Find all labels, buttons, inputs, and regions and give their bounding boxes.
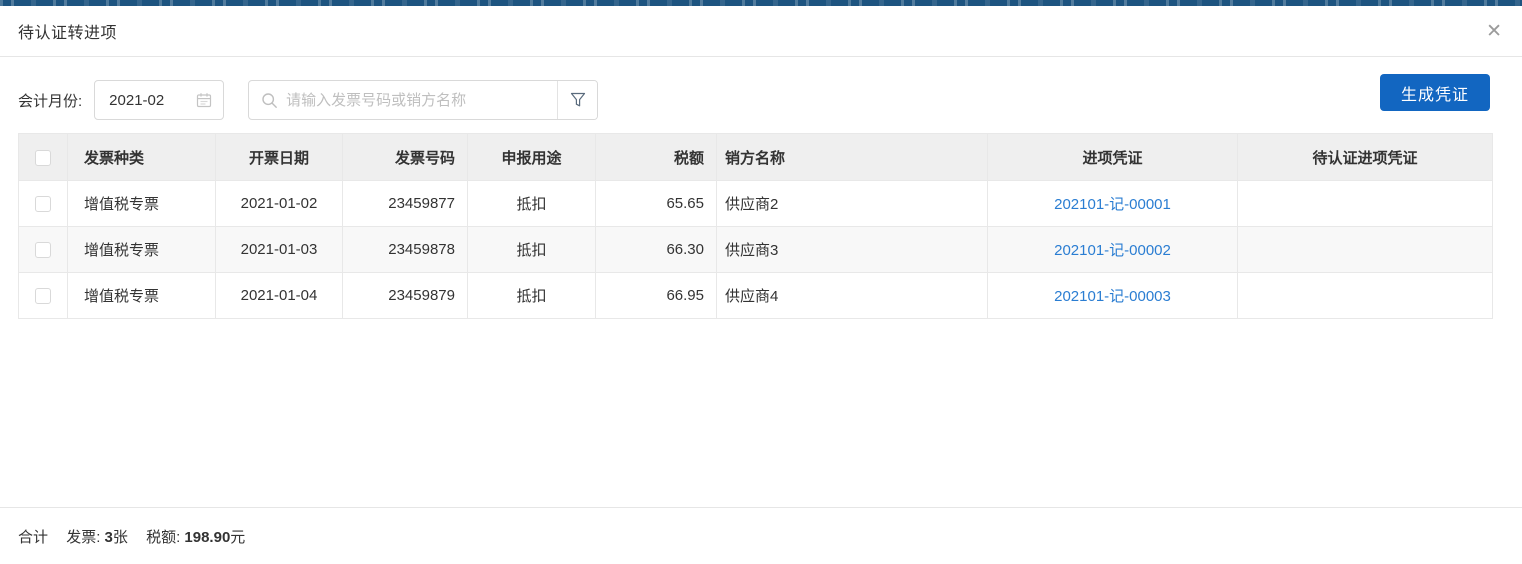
background-page-edge (0, 0, 1522, 6)
col-header-input-voucher: 进项凭证 (987, 133, 1238, 181)
month-value: 2021-02 (109, 91, 165, 109)
close-icon[interactable]: ✕ (1486, 21, 1502, 42)
summary-tax-label: 税额: (146, 529, 181, 546)
search-input[interactable] (278, 81, 558, 119)
pending-voucher-cell (1237, 272, 1493, 319)
modal-header: 待认证转进项 ✕ (0, 6, 1522, 57)
invoice-table-wrap: 发票种类 开票日期 发票号码 申报用途 税额 销方名称 进项凭证 待认证进项凭证… (0, 133, 1522, 319)
page-title: 待认证转进项 (18, 25, 118, 42)
summary-total-label: 合计 (18, 529, 49, 546)
summary-tax-unit: 元 (230, 529, 246, 546)
invoice-date-cell: 2021-01-03 (215, 226, 343, 273)
table-header-row: 发票种类 开票日期 发票号码 申报用途 税额 销方名称 进项凭证 待认证进项凭证 (18, 133, 1493, 181)
row-checkbox[interactable] (35, 288, 51, 305)
input-voucher-link[interactable]: 202101-记-00003 (1054, 288, 1171, 305)
invoice-type-cell: 增值税专票 (67, 180, 216, 227)
empty-area (0, 319, 1522, 507)
month-label: 会计月份: (18, 92, 83, 110)
filter-button[interactable] (557, 81, 598, 119)
seller-name-cell: 供应商3 (716, 226, 988, 273)
seller-name-cell: 供应商2 (716, 180, 988, 227)
search-icon (261, 92, 278, 109)
summary-invoice-count: 3 (104, 529, 113, 546)
pending-voucher-cell (1237, 180, 1493, 227)
col-header-invoice-date: 开票日期 (215, 133, 343, 181)
month-picker[interactable]: 2021-02 (94, 80, 225, 120)
col-header-pending-voucher: 待认证进项凭证 (1237, 133, 1493, 181)
col-header-invoice-type: 发票种类 (67, 133, 216, 181)
table-row: 增值税专票 2021-01-02 23459877 抵扣 65.65 供应商2 … (18, 180, 1493, 227)
calendar-icon (196, 92, 212, 108)
invoice-date-cell: 2021-01-04 (215, 272, 343, 319)
summary-tax-total: 198.90 (184, 529, 231, 546)
col-header-invoice-number: 发票号码 (342, 133, 468, 181)
row-checkbox[interactable] (35, 196, 51, 213)
seller-name-cell: 供应商4 (716, 272, 988, 319)
table-row: 增值税专票 2021-01-04 23459879 抵扣 66.95 供应商4 … (18, 272, 1493, 319)
tax-amount-cell: 65.65 (595, 180, 717, 227)
table-row: 增值税专票 2021-01-03 23459878 抵扣 66.30 供应商3 … (18, 226, 1493, 273)
col-header-seller-name: 销方名称 (716, 133, 988, 181)
invoice-number-cell: 23459878 (342, 226, 468, 273)
declaration-use-cell: 抵扣 (467, 180, 596, 227)
tax-amount-cell: 66.95 (595, 272, 717, 319)
col-header-declaration-use: 申报用途 (467, 133, 596, 181)
invoice-table: 发票种类 开票日期 发票号码 申报用途 税额 销方名称 进项凭证 待认证进项凭证… (18, 133, 1493, 319)
search-box (248, 80, 599, 120)
summary-bar: 合计 发票: 3张 税额: 198.90元 (0, 507, 1522, 564)
tax-amount-cell: 66.30 (595, 226, 717, 273)
pending-voucher-cell (1237, 226, 1493, 273)
input-voucher-link[interactable]: 202101-记-00001 (1054, 196, 1171, 213)
summary-invoice-unit: 张 (112, 529, 128, 546)
toolbar: 会计月份: 2021-02 (0, 57, 1522, 133)
invoice-number-cell: 23459877 (342, 180, 468, 227)
invoice-date-cell: 2021-01-02 (215, 180, 343, 227)
declaration-use-cell: 抵扣 (467, 226, 596, 273)
row-checkbox[interactable] (35, 242, 51, 259)
declaration-use-cell: 抵扣 (467, 272, 596, 319)
invoice-type-cell: 增值税专票 (67, 226, 216, 273)
summary-invoice-label: 发票: (66, 529, 101, 546)
input-voucher-link[interactable]: 202101-记-00002 (1054, 242, 1171, 259)
invoice-type-cell: 增值税专票 (67, 272, 216, 319)
select-all-checkbox[interactable] (35, 149, 51, 166)
funnel-icon (570, 92, 586, 108)
invoice-number-cell: 23459879 (342, 272, 468, 319)
col-header-tax-amount: 税额 (595, 133, 717, 181)
generate-voucher-button[interactable]: 生成凭证 (1380, 74, 1490, 111)
